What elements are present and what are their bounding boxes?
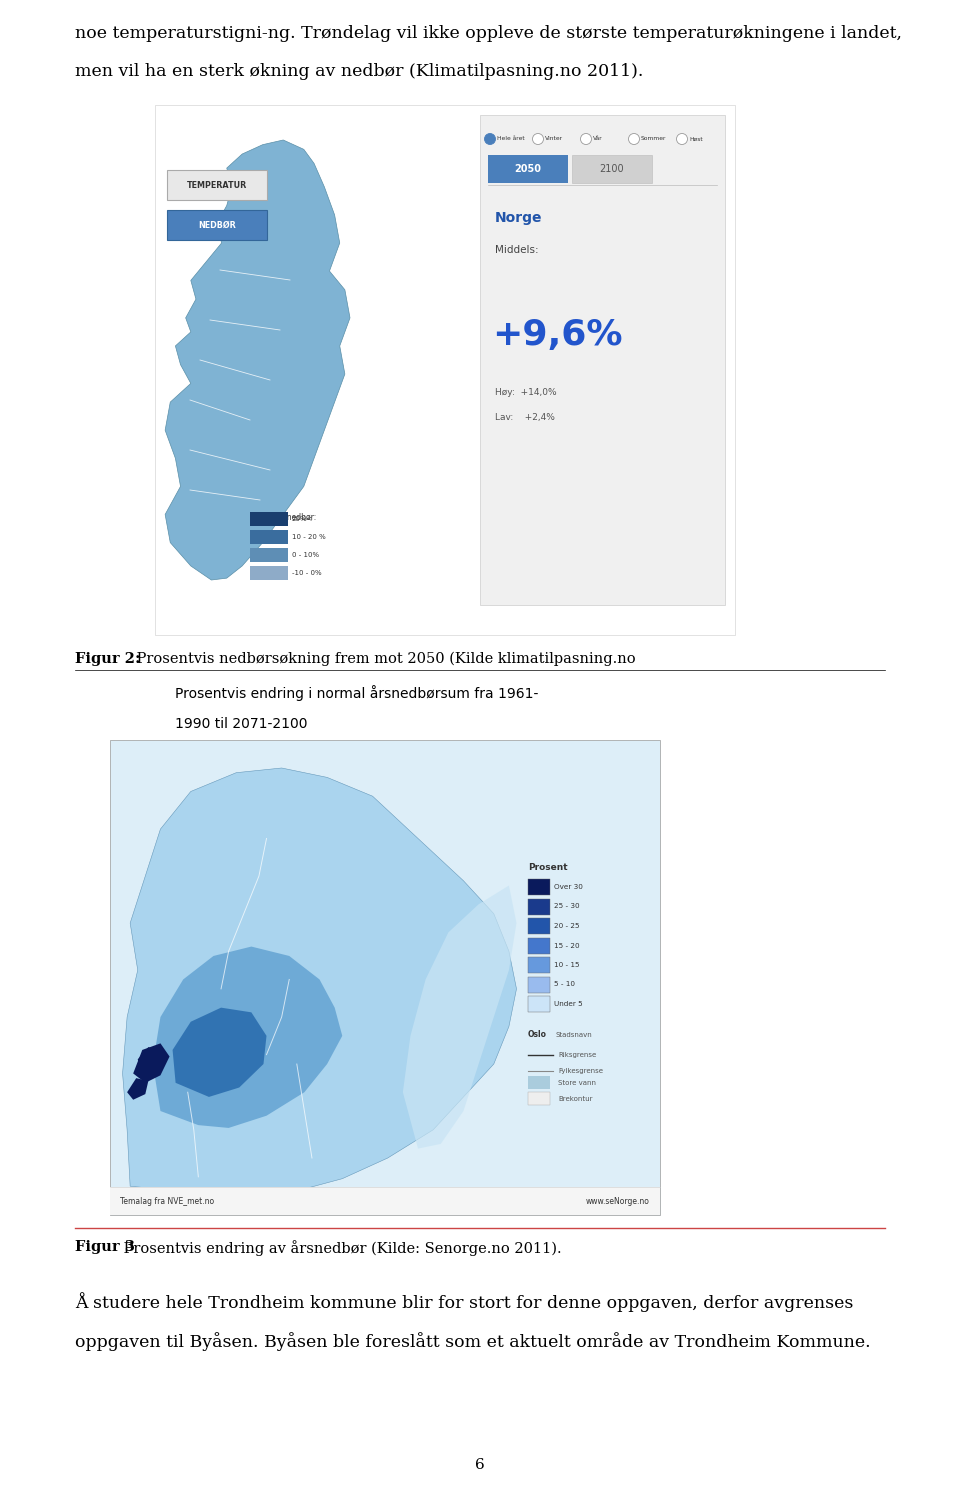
Text: Å studere hele Trondheim kommune blir for stort for denne oppgaven, derfor avgre: Å studere hele Trondheim kommune blir fo… [75, 1292, 853, 1311]
Text: 25 - 30: 25 - 30 [554, 903, 580, 909]
Bar [110, 1188, 660, 1214]
Bar [528, 957, 550, 973]
Bar [528, 918, 550, 934]
Bar [572, 155, 652, 183]
Text: noe temperaturstigni­ng. Trøndelag vil ikke oppleve de største temperaturøkninge: noe temperaturstigni­ng. Trøndelag vil i… [75, 25, 902, 42]
Text: +9,6%: +9,6% [492, 317, 622, 352]
Bar [250, 566, 288, 580]
Text: Brekontur: Brekontur [558, 1097, 592, 1103]
Text: 6: 6 [475, 1459, 485, 1472]
Bar [528, 976, 550, 992]
Text: 2050: 2050 [515, 164, 541, 174]
Text: oppgaven til Byåsen. Byåsen ble foreslått som et aktuelt område av Trondheim Kom: oppgaven til Byåsen. Byåsen ble foreslåt… [75, 1332, 871, 1351]
Circle shape [485, 134, 495, 145]
Circle shape [677, 134, 687, 145]
Text: Lav:    +2,4%: Lav: +2,4% [495, 413, 555, 422]
Bar [528, 937, 550, 954]
Text: Figur 2:: Figur 2: [75, 653, 140, 666]
Text: Oslo: Oslo [528, 1030, 547, 1039]
Text: Store vann: Store vann [558, 1080, 596, 1086]
Bar [155, 104, 735, 635]
Text: Vinter: Vinter [545, 137, 564, 142]
Text: Sommer: Sommer [641, 137, 666, 142]
Bar [528, 1092, 550, 1106]
Text: Stadsnavn: Stadsnavn [556, 1033, 592, 1039]
Text: Under 5: Under 5 [554, 1001, 583, 1007]
Text: Prosent: Prosent [528, 863, 567, 872]
Text: www.seNorge.no: www.seNorge.no [587, 1196, 650, 1205]
Polygon shape [137, 1047, 157, 1065]
Text: Prosentvis endring av årsnedbør (Kilde: Senorge.no 2011).: Prosentvis endring av årsnedbør (Kilde: … [119, 1240, 562, 1256]
Text: Høy:  +14,0%: Høy: +14,0% [495, 387, 557, 396]
Bar [480, 115, 725, 605]
Polygon shape [133, 1043, 170, 1083]
Text: Temalag fra NVE_met.no: Temalag fra NVE_met.no [120, 1196, 214, 1205]
Text: Over 30: Over 30 [554, 884, 583, 890]
Text: Hele året: Hele året [497, 137, 525, 142]
Text: 1990 til 2071-2100: 1990 til 2071-2100 [175, 717, 307, 732]
Bar [167, 170, 267, 200]
Circle shape [629, 134, 639, 145]
Text: Riksgrense: Riksgrense [558, 1052, 596, 1058]
Text: Vår: Vår [593, 137, 603, 142]
Circle shape [533, 134, 543, 145]
Polygon shape [403, 885, 516, 1149]
Text: Høst: Høst [689, 137, 703, 142]
Polygon shape [153, 946, 343, 1128]
Text: 2100: 2100 [600, 164, 624, 174]
Bar [110, 741, 660, 1214]
Bar [528, 1076, 550, 1089]
Polygon shape [123, 767, 516, 1195]
Bar [250, 530, 288, 544]
Text: Endring i nedbør:: Endring i nedbør: [250, 513, 316, 522]
Text: 20 - 25: 20 - 25 [554, 922, 580, 928]
Text: 20%<: 20%< [292, 516, 313, 522]
Text: TEMPERATUR: TEMPERATUR [187, 180, 247, 189]
Bar [528, 995, 550, 1012]
Text: 15 - 20: 15 - 20 [554, 943, 580, 949]
Text: Figur 3: Figur 3 [75, 1240, 134, 1255]
Text: Prosentvis endring i normal årsnedbørsum fra 1961-: Prosentvis endring i normal årsnedbørsum… [175, 685, 539, 700]
Bar [250, 548, 288, 562]
Text: 5 - 10: 5 - 10 [554, 982, 575, 988]
Text: Middels:: Middels: [495, 244, 539, 255]
Text: NEDBØR: NEDBØR [198, 221, 236, 229]
Text: Norge: Norge [495, 212, 542, 225]
Circle shape [581, 134, 591, 145]
Bar [488, 155, 568, 183]
Bar [528, 898, 550, 915]
Polygon shape [165, 140, 350, 580]
Text: 0 - 10%: 0 - 10% [292, 551, 319, 557]
Bar [528, 879, 550, 895]
Text: Prosentvis nedbørsøkning frem mot 2050 (Kilde klimatilpasning.no: Prosentvis nedbørsøkning frem mot 2050 (… [132, 653, 636, 666]
Text: 10 - 20 %: 10 - 20 % [292, 533, 325, 539]
Polygon shape [127, 1079, 149, 1100]
Bar [167, 210, 267, 240]
Text: -10 - 0%: -10 - 0% [292, 571, 322, 577]
Text: men vil ha en sterk økning av nedbør (Klimatilpasning.no 2011).: men vil ha en sterk økning av nedbør (Kl… [75, 63, 643, 80]
Bar [250, 513, 288, 526]
Polygon shape [173, 1007, 267, 1097]
Text: 10 - 15: 10 - 15 [554, 963, 580, 969]
Text: Fylkesgrense: Fylkesgrense [558, 1068, 603, 1074]
